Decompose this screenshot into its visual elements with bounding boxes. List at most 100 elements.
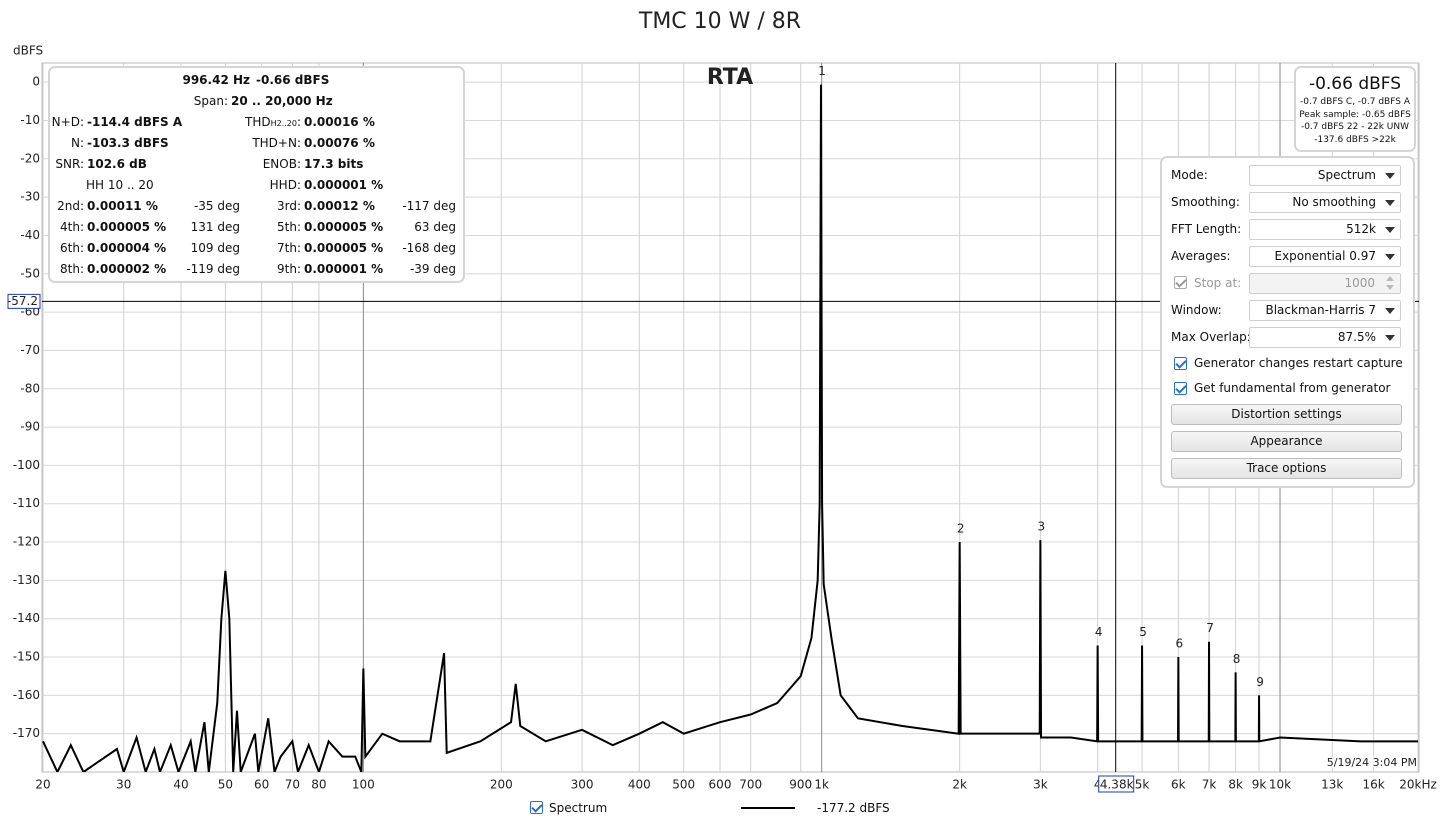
harmonic-phase: -168 deg [402,241,456,255]
x-tick-label: 700 [739,778,762,792]
y-tick-label: -50 [20,266,40,280]
y-tick-label: -10 [20,113,40,127]
y-axis-label: dBFS [13,44,43,58]
dropdown[interactable] [1249,219,1401,240]
x-tick-label: 4 [1094,778,1102,792]
x-tick-label: 70 [285,778,300,792]
x-tick-label: 600 [709,778,732,792]
y-tick-label: -30 [20,190,40,204]
field-label: Stop at: [1194,276,1242,290]
dropdown-arrow [1385,254,1395,260]
stats-value: -114.4 dBFS A [87,115,183,129]
button[interactable]: Appearance [1171,431,1402,452]
x-tick-label: 30 [116,778,131,792]
dropdown[interactable] [1249,327,1401,348]
x-tick-label: 9k [1252,778,1267,792]
cursor-y-label: -57.2 [7,294,38,308]
y-tick-label: -150 [13,650,40,664]
field-value: No smoothing [1292,195,1376,209]
x-tick-label: 1k [814,778,829,792]
harmonic-name: 5th: [277,220,301,234]
harmonic-marker: 7 [1206,621,1214,635]
harmonic-marker: 1 [818,64,826,78]
harmonic-percent: 0.00012 % [304,199,375,213]
y-tick-label: 0 [32,75,40,89]
x-tick-label: 80 [311,778,326,792]
harmonic-marker: 2 [957,522,965,536]
stats-label-text: ENOB: [262,157,301,171]
stats-label: HHD: [200,178,301,192]
harmonic-percent: 0.00011 % [87,199,158,213]
button[interactable]: Trace options [1171,458,1402,479]
dropdown[interactable] [1249,165,1401,186]
field-value: 1000 [1344,276,1375,290]
stats-label-tail: : [296,115,301,129]
spinbox [1249,273,1401,294]
plot-label: RTA [707,65,753,90]
harmonic-phase: 131 deg [190,220,240,234]
harmonic-name: 8th: [60,262,84,276]
harmonic-percent: 0.000005 % [87,220,167,234]
harmonic-phase: 63 deg [414,220,456,234]
level-line: -137.6 dBFS >22k [1314,134,1396,145]
checkbox[interactable] [1174,357,1187,370]
harmonic-marker: 4 [1095,625,1103,639]
harmonic-name: 4th: [60,220,84,234]
stats-label: N+D: [51,115,84,129]
x-tick-label: 40 [173,778,188,792]
harmonic-name: 2nd: [57,199,84,213]
stats-value: 102.6 dB [87,157,147,171]
x-tick-label: 6k [1171,778,1186,792]
dropdown[interactable] [1249,300,1401,321]
dropdown-arrow [1385,173,1395,179]
level-panel [1294,66,1416,152]
field-value: Blackman-Harris 7 [1265,303,1376,317]
stop-checkbox[interactable] [1174,276,1187,289]
harmonic-name: 6th: [60,241,84,255]
y-tick-label: -40 [20,228,40,242]
spin-down [1386,285,1394,290]
cursor-x-box [1098,775,1135,793]
harmonic-marker: 5 [1139,625,1147,639]
harmonic-marker: 9 [1256,675,1264,689]
harmonic-name: 3rd: [276,199,301,213]
cursor-x-label: 4.38k [1100,778,1134,792]
x-tick-label: 20 [35,778,50,792]
spin-up [1386,276,1394,281]
legend-checkbox[interactable] [530,801,543,814]
level-line: -0.7 dBFS 22 - 22k UNW [1300,122,1410,132]
stats-panel [48,66,465,283]
dropdown-arrow [1385,335,1395,341]
field-label: Smoothing: [1171,195,1240,209]
y-tick-label: -130 [13,573,40,587]
x-tick-label: 20kHz [1399,778,1437,792]
x-tick-label: 900 [789,778,812,792]
stats-frequency: 996.42 Hz [182,73,250,87]
harmonic-percent: 0.000005 % [304,241,384,255]
field-value: 87.5% [1337,330,1376,344]
stats-label-text: HHD: [269,178,301,192]
button[interactable]: Distortion settings [1171,404,1402,425]
level-main: -0.66 dBFS [1308,74,1402,94]
dropdown[interactable] [1249,192,1401,213]
dropdown[interactable] [1249,246,1401,267]
harmonic-percent: 0.000002 % [87,262,167,276]
stats-label: SNR: [55,157,84,171]
checkbox[interactable] [1174,382,1187,395]
stats-level: -0.66 dBFS [256,73,330,87]
y-tick-label: -90 [20,420,40,434]
chart-title: TMC 10 W / 8R [638,9,801,34]
stats-value: 17.3 bits [304,157,364,171]
y-tick-label: -80 [20,381,40,395]
stats-label: N: [70,136,84,150]
x-tick-label: 5k [1135,778,1150,792]
timestamp: 5/19/24 3:04 PM [1327,756,1417,769]
y-tick-label: -70 [20,343,40,357]
field-value: 512k [1346,222,1376,236]
harmonic-marker: 6 [1176,637,1184,651]
stats-label-text: THD [244,115,271,129]
legend-value: -177.2 dBFS [817,801,890,815]
harmonic-phase: -35 deg [193,199,240,213]
stats-label: THD+N: [200,136,301,150]
